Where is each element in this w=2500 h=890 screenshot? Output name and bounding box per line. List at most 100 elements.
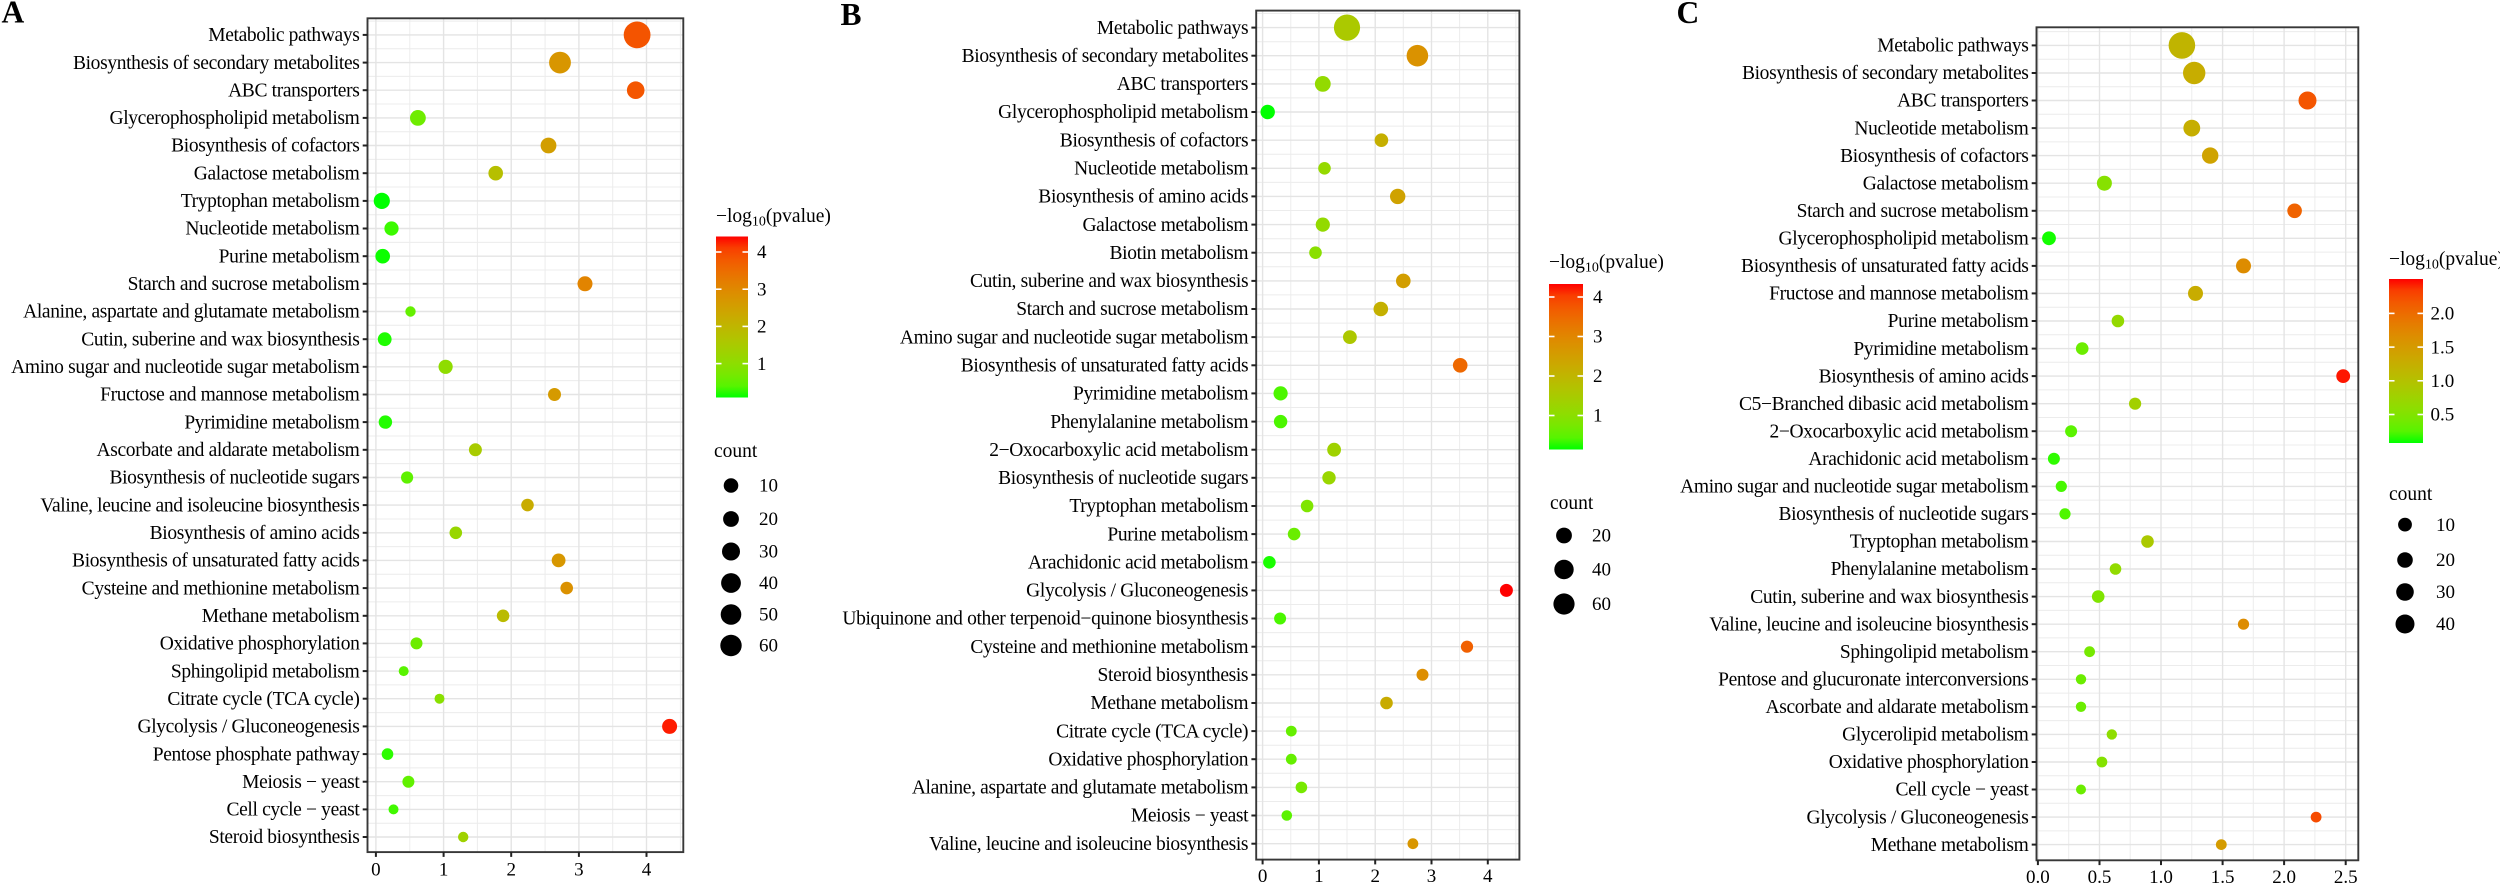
svg-text:Biotin metabolism: Biotin metabolism xyxy=(1110,243,1249,264)
svg-text:Cell cycle − yeast: Cell cycle − yeast xyxy=(226,800,360,821)
svg-text:Pentose and glucuronate interc: Pentose and glucuronate interconversions xyxy=(1718,670,2028,691)
svg-text:count: count xyxy=(1550,493,1594,514)
svg-text:Fructose and mannose metabolis: Fructose and mannose metabolism xyxy=(1769,284,2029,305)
svg-text:3: 3 xyxy=(574,860,584,881)
svg-text:2: 2 xyxy=(757,317,767,338)
svg-text:Nucleotide metabolism: Nucleotide metabolism xyxy=(185,219,359,240)
svg-text:Cutin, suberine and wax biosyn: Cutin, suberine and wax biosynthesis xyxy=(970,271,1248,292)
svg-text:2: 2 xyxy=(1593,366,1603,387)
svg-text:40: 40 xyxy=(759,573,778,594)
svg-text:Pyrimidine metabolism: Pyrimidine metabolism xyxy=(184,412,359,433)
svg-text:30: 30 xyxy=(2436,582,2455,603)
svg-text:1: 1 xyxy=(1314,866,1324,885)
svg-text:Alanine, aspartate and glutama: Alanine, aspartate and glutamate metabol… xyxy=(912,778,1249,799)
svg-text:Biosynthesis of nucleotide sug: Biosynthesis of nucleotide sugars xyxy=(1778,504,2028,525)
svg-text:0: 0 xyxy=(371,860,381,881)
svg-text:Cutin, suberine and wax biosyn: Cutin, suberine and wax biosynthesis xyxy=(1750,587,2028,608)
svg-text:Oxidative phosphorylation: Oxidative phosphorylation xyxy=(1829,752,2029,773)
svg-text:0: 0 xyxy=(1258,866,1268,885)
svg-text:Biosynthesis of unsaturated fa: Biosynthesis of unsaturated fatty acids xyxy=(1741,256,2028,277)
svg-text:Fructose and mannose metabolis: Fructose and mannose metabolism xyxy=(100,385,360,406)
svg-text:2.0: 2.0 xyxy=(2272,867,2296,885)
svg-text:60: 60 xyxy=(759,636,778,657)
svg-text:Biosynthesis of amino acids: Biosynthesis of amino acids xyxy=(1819,366,2029,387)
svg-text:Cysteine and methionine metabo: Cysteine and methionine metabolism xyxy=(970,637,1248,658)
svg-text:40: 40 xyxy=(1592,560,1611,581)
svg-text:Metabolic pathways: Metabolic pathways xyxy=(1097,18,1248,39)
svg-text:Tryptophan metabolism: Tryptophan metabolism xyxy=(1069,496,1248,517)
svg-text:60: 60 xyxy=(1592,594,1611,615)
svg-text:Purine metabolism: Purine metabolism xyxy=(1888,311,2029,332)
svg-text:Biosynthesis of amino acids: Biosynthesis of amino acids xyxy=(150,523,360,544)
svg-text:Glycolysis / Gluconeogenesis: Glycolysis / Gluconeogenesis xyxy=(1806,807,2028,828)
svg-text:Amino sugar and nucleotide sug: Amino sugar and nucleotide sugar metabol… xyxy=(900,327,1249,348)
svg-text:Biosynthesis of unsaturated fa: Biosynthesis of unsaturated fatty acids xyxy=(72,551,359,572)
svg-text:2−Oxocarboxylic acid metabolis: 2−Oxocarboxylic acid metabolism xyxy=(1770,421,2029,442)
svg-text:4: 4 xyxy=(1483,866,1493,885)
svg-text:Biosynthesis of secondary meta: Biosynthesis of secondary metabolites xyxy=(1742,63,2029,84)
svg-text:3: 3 xyxy=(757,279,767,300)
svg-text:C: C xyxy=(1677,0,1700,30)
svg-text:Biosynthesis of cofactors: Biosynthesis of cofactors xyxy=(171,136,359,157)
svg-text:Steroid biosynthesis: Steroid biosynthesis xyxy=(209,827,360,848)
svg-text:3: 3 xyxy=(1593,327,1603,348)
svg-text:Sphingolipid metabolism: Sphingolipid metabolism xyxy=(171,661,360,682)
svg-text:Biosynthesis of nucleotide sug: Biosynthesis of nucleotide sugars xyxy=(109,468,359,489)
svg-text:Oxidative phosphorylation: Oxidative phosphorylation xyxy=(1048,749,1248,770)
svg-text:B: B xyxy=(841,0,862,32)
svg-text:Arachidonic acid metabolism: Arachidonic acid metabolism xyxy=(1808,449,2028,470)
svg-text:Amino sugar and nucleotide sug: Amino sugar and nucleotide sugar metabol… xyxy=(11,357,360,378)
svg-text:Meiosis − yeast: Meiosis − yeast xyxy=(1131,806,1249,827)
svg-text:Metabolic pathways: Metabolic pathways xyxy=(208,25,359,46)
svg-text:0.5: 0.5 xyxy=(2088,867,2112,885)
svg-text:1: 1 xyxy=(1593,406,1603,427)
svg-text:ABC transporters: ABC transporters xyxy=(228,80,359,101)
svg-text:Arachidonic acid metabolism: Arachidonic acid metabolism xyxy=(1028,553,1248,574)
svg-text:Tryptophan metabolism: Tryptophan metabolism xyxy=(1850,532,2029,553)
svg-text:Meiosis − yeast: Meiosis − yeast xyxy=(242,772,360,793)
svg-text:0.5: 0.5 xyxy=(2431,405,2455,426)
svg-text:4: 4 xyxy=(642,860,652,881)
svg-text:Citrate cycle (TCA cycle): Citrate cycle (TCA cycle) xyxy=(167,689,359,710)
svg-text:Pentose phosphate pathway: Pentose phosphate pathway xyxy=(153,744,360,765)
svg-text:Biosynthesis of nucleotide sug: Biosynthesis of nucleotide sugars xyxy=(998,468,1248,489)
svg-text:Methane metabolism: Methane metabolism xyxy=(202,606,360,627)
svg-text:Valine, leucine and isoleucine: Valine, leucine and isoleucine biosynthe… xyxy=(929,834,1248,855)
svg-text:1.5: 1.5 xyxy=(2431,337,2455,358)
svg-text:1.0: 1.0 xyxy=(2149,867,2173,885)
svg-text:−log10(pvalue): −log10(pvalue) xyxy=(1549,252,1664,276)
svg-text:−log10(pvalue): −log10(pvalue) xyxy=(2389,249,2500,273)
svg-text:Starch and sucrose metabolism: Starch and sucrose metabolism xyxy=(1797,201,2029,222)
svg-text:1.0: 1.0 xyxy=(2431,371,2455,392)
svg-text:1: 1 xyxy=(439,860,449,881)
svg-text:Biosynthesis of cofactors: Biosynthesis of cofactors xyxy=(1840,146,2028,167)
svg-text:C5−Branched dibasic acid metab: C5−Branched dibasic acid metabolism xyxy=(1739,394,2029,415)
svg-text:Galactose metabolism: Galactose metabolism xyxy=(1082,215,1248,236)
svg-text:4: 4 xyxy=(757,242,767,263)
svg-text:count: count xyxy=(2389,484,2433,505)
svg-text:1: 1 xyxy=(757,354,767,375)
svg-text:4: 4 xyxy=(1593,287,1603,308)
svg-text:3: 3 xyxy=(1427,866,1437,885)
svg-text:10: 10 xyxy=(759,476,778,497)
svg-text:Cutin, suberine and wax biosyn: Cutin, suberine and wax biosynthesis xyxy=(81,329,359,350)
svg-text:20: 20 xyxy=(2436,550,2455,571)
svg-text:Ascorbate and aldarate metabol: Ascorbate and aldarate metabolism xyxy=(97,440,360,461)
svg-text:Nucleotide metabolism: Nucleotide metabolism xyxy=(1074,159,1248,180)
svg-text:2: 2 xyxy=(506,860,516,881)
svg-text:Amino sugar and nucleotide sug: Amino sugar and nucleotide sugar metabol… xyxy=(1680,477,2029,498)
svg-text:2−Oxocarboxylic acid metabolis: 2−Oxocarboxylic acid metabolism xyxy=(989,440,1248,461)
svg-text:count: count xyxy=(714,441,758,462)
svg-text:Citrate cycle (TCA cycle): Citrate cycle (TCA cycle) xyxy=(1056,721,1248,742)
svg-text:Purine metabolism: Purine metabolism xyxy=(1107,524,1248,545)
svg-text:Biosynthesis of secondary meta: Biosynthesis of secondary metabolites xyxy=(73,53,360,74)
svg-text:Pyrimidine metabolism: Pyrimidine metabolism xyxy=(1853,339,2028,360)
svg-text:Starch and sucrose metabolism: Starch and sucrose metabolism xyxy=(1016,299,1248,320)
svg-text:Alanine, aspartate and glutama: Alanine, aspartate and glutamate metabol… xyxy=(23,302,360,323)
svg-text:Galactose metabolism: Galactose metabolism xyxy=(1863,173,2029,194)
svg-text:Biosynthesis of cofactors: Biosynthesis of cofactors xyxy=(1060,130,1248,151)
svg-text:Oxidative phosphorylation: Oxidative phosphorylation xyxy=(160,634,360,655)
svg-text:Biosynthesis of secondary meta: Biosynthesis of secondary metabolites xyxy=(962,46,1249,67)
svg-text:Methane metabolism: Methane metabolism xyxy=(1871,835,2029,856)
svg-text:40: 40 xyxy=(2436,614,2455,635)
